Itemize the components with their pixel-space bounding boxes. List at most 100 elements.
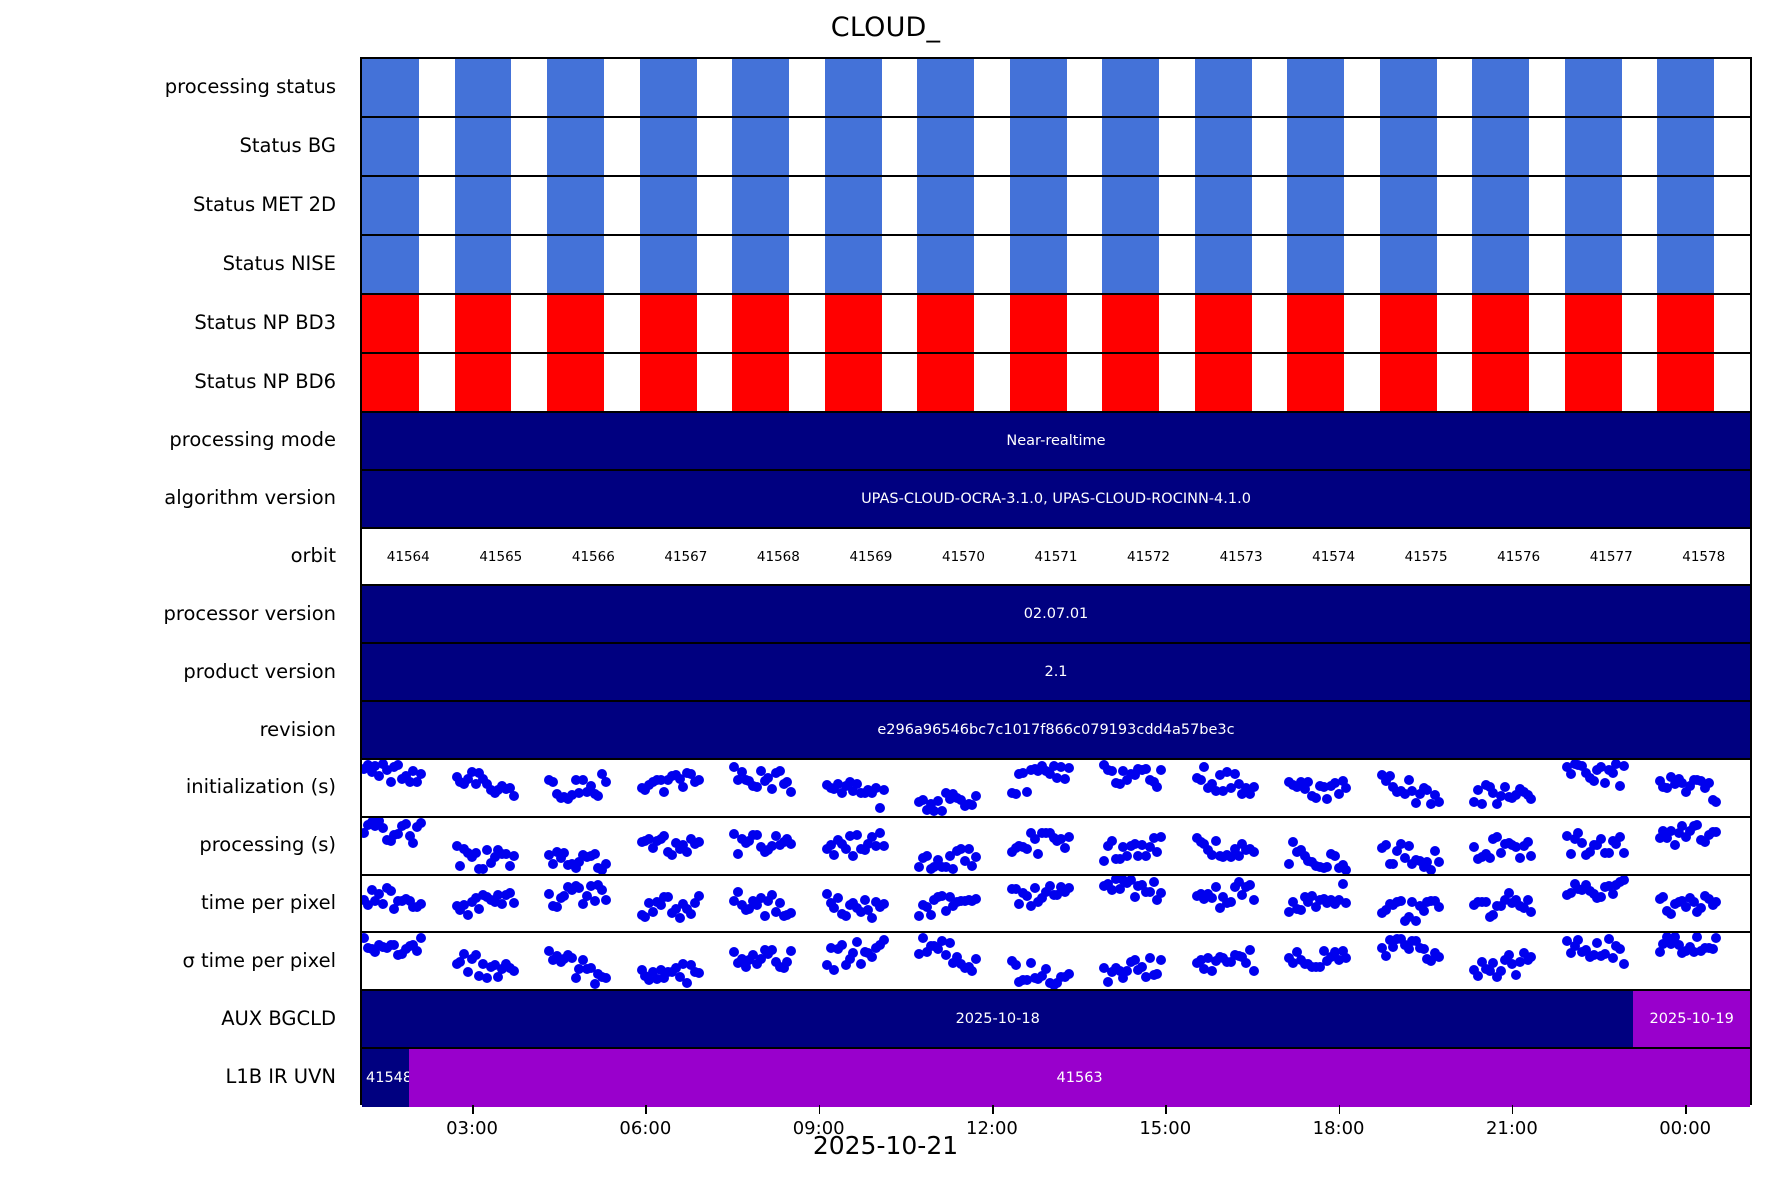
scatter-point [1562,761,1572,772]
status-block [1379,117,1437,175]
scatter-point [1515,957,1525,968]
row-label: initialization (s) [185,775,336,799]
scatter-point [948,958,959,969]
scatter-point [1063,763,1074,774]
scatter-point [400,771,411,782]
status-block [732,176,790,234]
scatter-point [971,953,982,964]
row-label: Status BG [239,133,336,157]
scatter-point [693,837,704,848]
status-block [1564,59,1622,116]
scatter-point [740,961,751,972]
orbit-number: 41564 [386,548,430,565]
scatter-point [925,798,936,809]
scatter-point [1052,890,1063,901]
scatter-point [659,786,670,797]
scatter-point [770,907,781,918]
scatter-point [744,955,755,966]
scatter-point [1329,851,1340,862]
scatter-point [589,896,600,907]
scatter-point [655,775,666,786]
scatter-point [670,904,681,915]
scatter-point [755,766,766,777]
scatter-point [948,864,959,874]
scatter-point [733,958,743,969]
scatter-point [1607,767,1618,778]
scatter-point [863,839,874,850]
scatter-point [1322,793,1333,804]
scatter-point [1658,892,1669,903]
scatter-point [1411,915,1422,926]
scatter-point [404,896,415,907]
scatter-point [1099,963,1110,974]
scatter-point [1059,887,1070,898]
scatter-point [1114,778,1125,789]
metadata-bar-value: Near-realtime [1006,432,1106,449]
scatter-point [1248,782,1259,793]
scatter-point [1125,875,1136,886]
timeline-row [362,176,1750,236]
status-block [1287,353,1345,411]
orbit-number: 41576 [1497,548,1541,565]
timeline-segment: 41548 [362,1049,414,1107]
scatter-point [636,964,647,975]
orbit-number: 41568 [756,548,800,565]
scatter-point [918,933,929,944]
status-block [1472,176,1530,234]
scatter-point [393,759,404,770]
scatter-point [1199,762,1210,773]
scatter-point [362,900,373,911]
scatter-point [412,945,423,956]
scatter-point [1244,789,1255,800]
timeline-row [362,117,1750,177]
scatter-point [362,894,370,905]
scatter-point [940,950,951,961]
scatter-point [459,899,470,910]
scatter-point [1103,841,1114,852]
scatter-point [1244,880,1255,891]
scatter-point [1511,790,1522,801]
scatter-point [829,964,840,975]
status-block [1657,117,1715,175]
scatter-point [1029,882,1040,893]
row-label: processing mode [169,428,336,452]
scatter-point [670,962,681,973]
scatter-point [497,898,508,909]
scatter-point [1411,797,1422,808]
scatter-point [1399,788,1410,799]
scatter-point [1037,761,1048,772]
scatter-point [852,937,863,948]
scatter-point [500,849,511,860]
status-block [454,353,512,411]
scatter-point [597,769,608,780]
scatter-point [663,891,674,902]
scatter-point [1152,895,1163,906]
scatter-point [751,959,762,970]
row-label: Status NISE [222,251,336,275]
scatter-point [478,959,489,970]
scatter-point [678,959,689,970]
scatter-point [378,759,389,770]
scatter-point [821,960,832,971]
scatter-point [763,895,774,906]
scatter-point [1207,965,1218,976]
scatter-point [1226,957,1237,968]
status-block [454,117,512,175]
scatter-point [744,835,755,846]
scatter-point [504,861,515,872]
scatter-point [1144,886,1155,897]
scatter-point [1137,961,1148,972]
scatter-point [559,847,570,858]
scatter-point [1526,851,1537,862]
status-block [1102,117,1160,175]
scatter-point [1303,776,1314,787]
status-block [1564,176,1622,234]
scatter-point [1025,957,1036,968]
status-block [1194,117,1252,175]
x-axis-tick [991,1105,994,1114]
scatter-point [693,968,704,979]
scatter-point [1199,839,1210,850]
scatter-point [918,794,929,805]
status-block [1472,353,1530,411]
scatter-point [686,833,696,844]
